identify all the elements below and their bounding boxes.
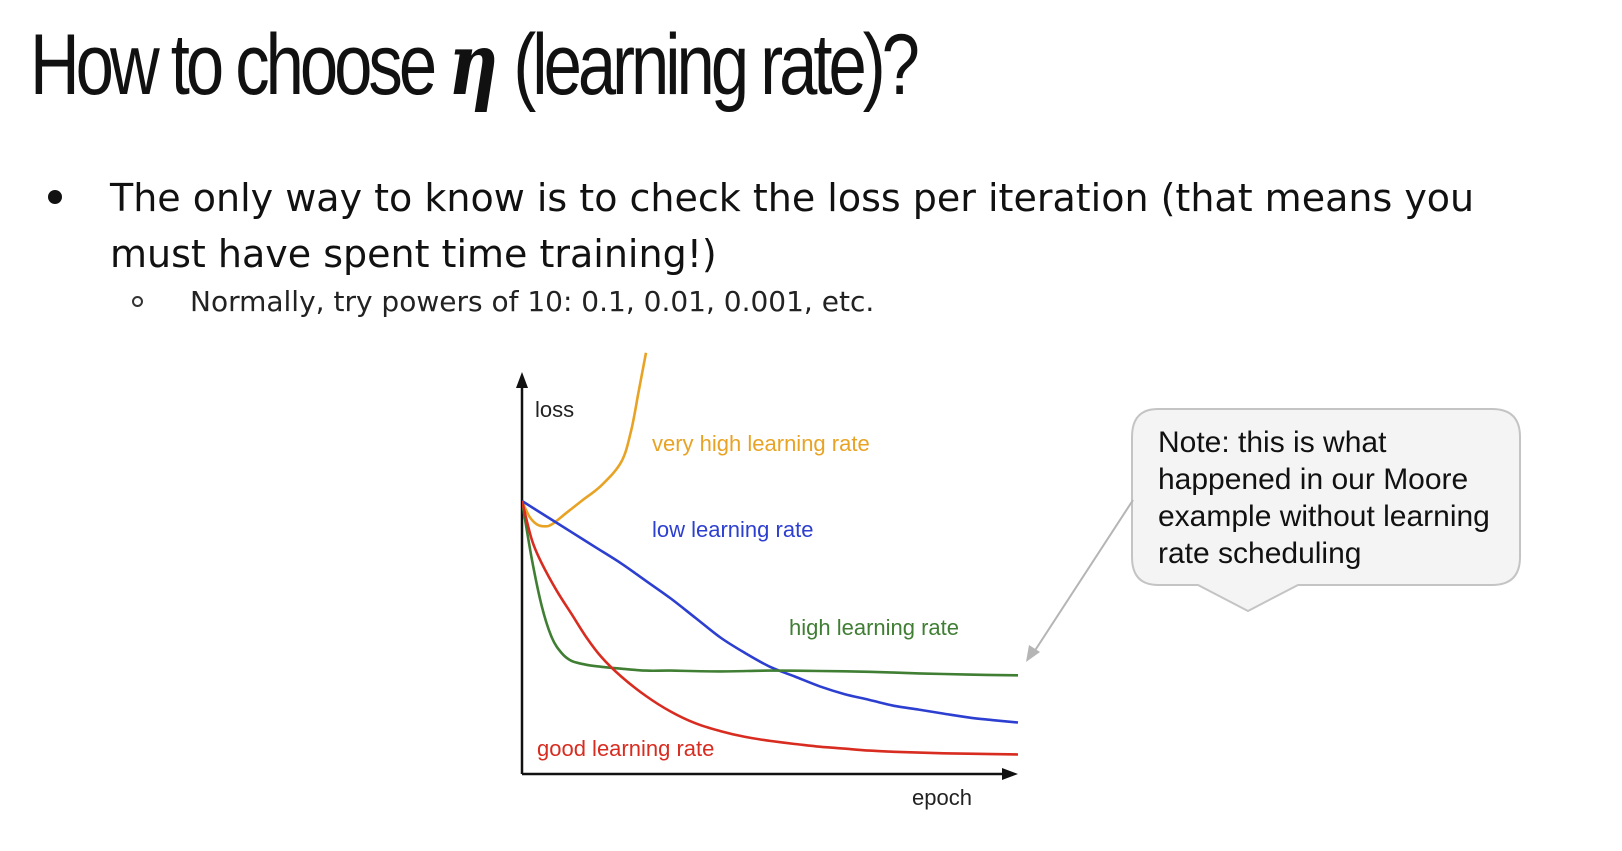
series-high-learning-rate (522, 500, 1019, 677)
callout-text: Note: this is what happened in our Moore… (1158, 426, 1490, 570)
series-label-high: high learning rate (789, 615, 959, 640)
series-label-good: good learning rate (537, 736, 714, 761)
series-label-low: low learning rate (652, 517, 813, 542)
slide-title: How to choose η (learning rate)? (30, 17, 920, 113)
x-axis-arrow (1002, 768, 1018, 780)
x-axis-label: epoch (912, 785, 972, 810)
title-prefix: How to choose (30, 17, 437, 113)
sub-bullet-circle (132, 296, 143, 307)
series-low-learning-rate (522, 499, 1019, 724)
bullet-text: The only way to know is to check the los… (110, 176, 1475, 276)
y-axis-label: loss (535, 397, 574, 422)
y-axis-arrow (516, 372, 528, 388)
series-very-high-learning-rate (522, 352, 648, 528)
bullet-dot (48, 190, 62, 204)
series-label-very-high: very high learning rate (652, 431, 870, 456)
series-good-learning-rate (522, 500, 1019, 756)
eta-symbol: η (448, 14, 499, 115)
title-suffix: (learning rate)? (513, 17, 920, 113)
loss-chart: loss epoch very high learning rate low l… (516, 352, 1019, 810)
callout-bubble (1131, 408, 1521, 613)
note-callout (1131, 408, 1521, 613)
sub-bullet-text: Normally, try powers of 10: 0.1, 0.01, 0… (190, 285, 875, 318)
